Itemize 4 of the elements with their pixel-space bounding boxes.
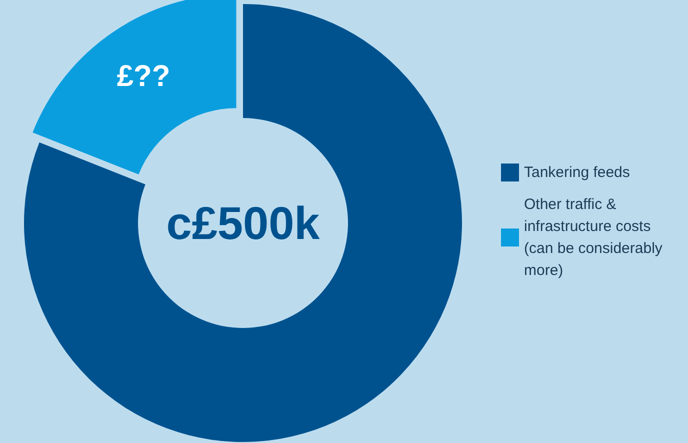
legend-label: Other traffic & infrastructure costs (can be considerably more) bbox=[524, 196, 667, 279]
text: c£500k bbox=[166, 197, 320, 249]
legend-label: Tankering feeds bbox=[524, 164, 630, 181]
data-label: £?? bbox=[116, 60, 170, 94]
